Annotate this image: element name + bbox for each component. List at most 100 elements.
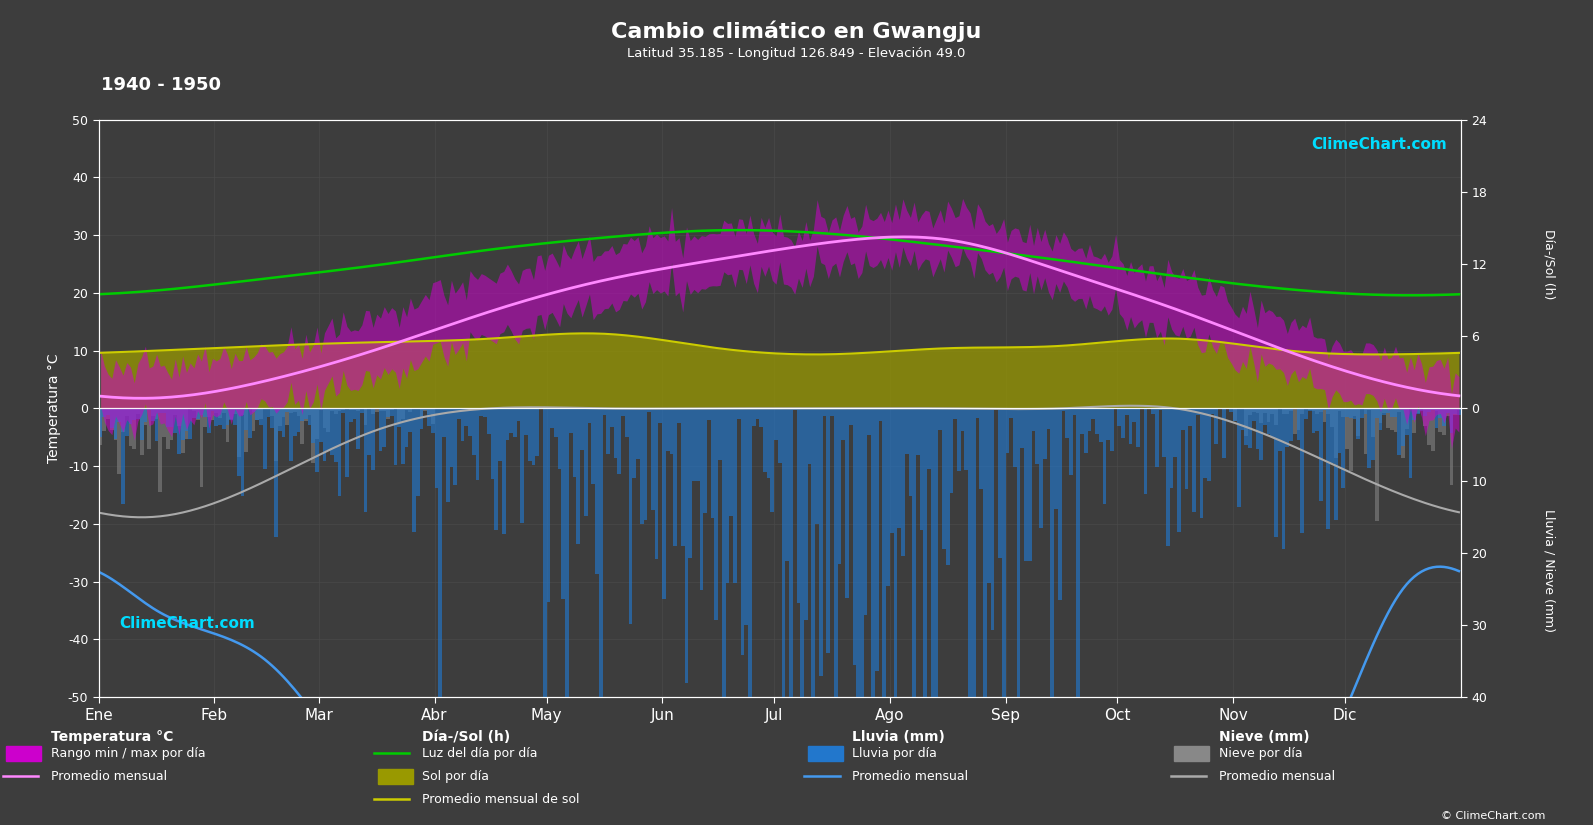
Bar bbox=[1408, 408, 1413, 478]
Bar bbox=[229, 408, 233, 419]
Text: ClimeChart.com: ClimeChart.com bbox=[119, 616, 255, 631]
Bar bbox=[218, 408, 221, 418]
Bar bbox=[1402, 408, 1405, 446]
Bar bbox=[766, 408, 771, 478]
Bar bbox=[147, 408, 151, 450]
Bar bbox=[229, 408, 233, 420]
Bar bbox=[983, 408, 988, 697]
Bar bbox=[1419, 408, 1424, 411]
Bar bbox=[516, 408, 521, 421]
Text: 1940 - 1950: 1940 - 1950 bbox=[102, 77, 221, 94]
Bar bbox=[890, 408, 894, 533]
Bar bbox=[296, 408, 299, 417]
Bar bbox=[718, 408, 722, 460]
Bar bbox=[241, 408, 244, 415]
Bar bbox=[413, 408, 416, 532]
Bar bbox=[102, 408, 107, 431]
Bar bbox=[188, 408, 193, 440]
Bar bbox=[1311, 408, 1316, 411]
Bar bbox=[935, 408, 938, 697]
Bar bbox=[357, 408, 360, 449]
Bar bbox=[1255, 408, 1260, 449]
Bar bbox=[1397, 408, 1402, 455]
Bar bbox=[1450, 408, 1453, 433]
Bar bbox=[199, 408, 204, 487]
Bar bbox=[1389, 408, 1394, 430]
Bar bbox=[1372, 408, 1375, 437]
Bar bbox=[927, 408, 930, 469]
Bar bbox=[1338, 408, 1341, 453]
Bar bbox=[288, 408, 293, 412]
Bar bbox=[107, 408, 110, 419]
Bar bbox=[393, 408, 397, 465]
Bar bbox=[102, 408, 107, 417]
Bar bbox=[233, 408, 237, 414]
Bar bbox=[338, 408, 341, 411]
Bar bbox=[382, 408, 386, 411]
Bar bbox=[249, 408, 252, 438]
Bar bbox=[401, 408, 405, 464]
Bar bbox=[1072, 408, 1077, 415]
Bar bbox=[1356, 408, 1360, 439]
Bar bbox=[569, 408, 572, 433]
Bar bbox=[1330, 408, 1333, 463]
Bar bbox=[449, 408, 454, 467]
Bar bbox=[688, 408, 691, 558]
Bar bbox=[1233, 408, 1236, 421]
Bar bbox=[640, 408, 644, 524]
Bar bbox=[1141, 408, 1144, 409]
Bar bbox=[1442, 408, 1446, 436]
Bar bbox=[561, 408, 566, 600]
Bar bbox=[1274, 408, 1278, 425]
Bar bbox=[521, 408, 524, 523]
Bar bbox=[285, 408, 288, 426]
Bar bbox=[472, 408, 476, 455]
Bar bbox=[1002, 408, 1005, 697]
Bar bbox=[777, 408, 782, 463]
Bar bbox=[1099, 408, 1102, 442]
Bar bbox=[110, 408, 113, 430]
Bar bbox=[975, 408, 980, 418]
Bar bbox=[315, 408, 319, 472]
Bar bbox=[113, 408, 118, 439]
Bar bbox=[299, 408, 304, 421]
Bar bbox=[1431, 408, 1435, 411]
Bar bbox=[121, 408, 124, 432]
Bar bbox=[1330, 408, 1333, 427]
Text: Luz del día por día: Luz del día por día bbox=[422, 747, 538, 760]
Bar bbox=[749, 408, 752, 697]
Y-axis label: Temperatura °C: Temperatura °C bbox=[46, 354, 61, 463]
Bar bbox=[1308, 408, 1311, 411]
Bar bbox=[1316, 408, 1319, 431]
Bar bbox=[1372, 408, 1375, 460]
Bar bbox=[1169, 408, 1174, 488]
Bar bbox=[121, 408, 124, 504]
Bar bbox=[938, 408, 941, 430]
Bar bbox=[502, 408, 505, 534]
Bar bbox=[1021, 408, 1024, 448]
Bar bbox=[1110, 408, 1114, 451]
Text: Nieve (mm): Nieve (mm) bbox=[1219, 730, 1309, 744]
Bar bbox=[953, 408, 957, 419]
Bar bbox=[1322, 408, 1327, 410]
Bar bbox=[352, 408, 357, 410]
Bar bbox=[1188, 408, 1192, 426]
Text: Lluvia (mm): Lluvia (mm) bbox=[852, 730, 945, 744]
Bar bbox=[852, 408, 857, 665]
Bar bbox=[124, 408, 129, 436]
Bar bbox=[327, 408, 330, 450]
Bar bbox=[738, 408, 741, 419]
Bar bbox=[1316, 408, 1319, 414]
Bar bbox=[330, 408, 335, 455]
Bar bbox=[282, 408, 285, 417]
Bar bbox=[663, 408, 666, 599]
Bar bbox=[405, 408, 408, 447]
Bar bbox=[1364, 408, 1367, 414]
Bar bbox=[288, 408, 293, 461]
Bar bbox=[618, 408, 621, 474]
Bar bbox=[1453, 408, 1458, 416]
Bar bbox=[1222, 408, 1225, 458]
Bar bbox=[479, 408, 483, 416]
Bar bbox=[1427, 408, 1431, 445]
Bar bbox=[204, 408, 207, 427]
